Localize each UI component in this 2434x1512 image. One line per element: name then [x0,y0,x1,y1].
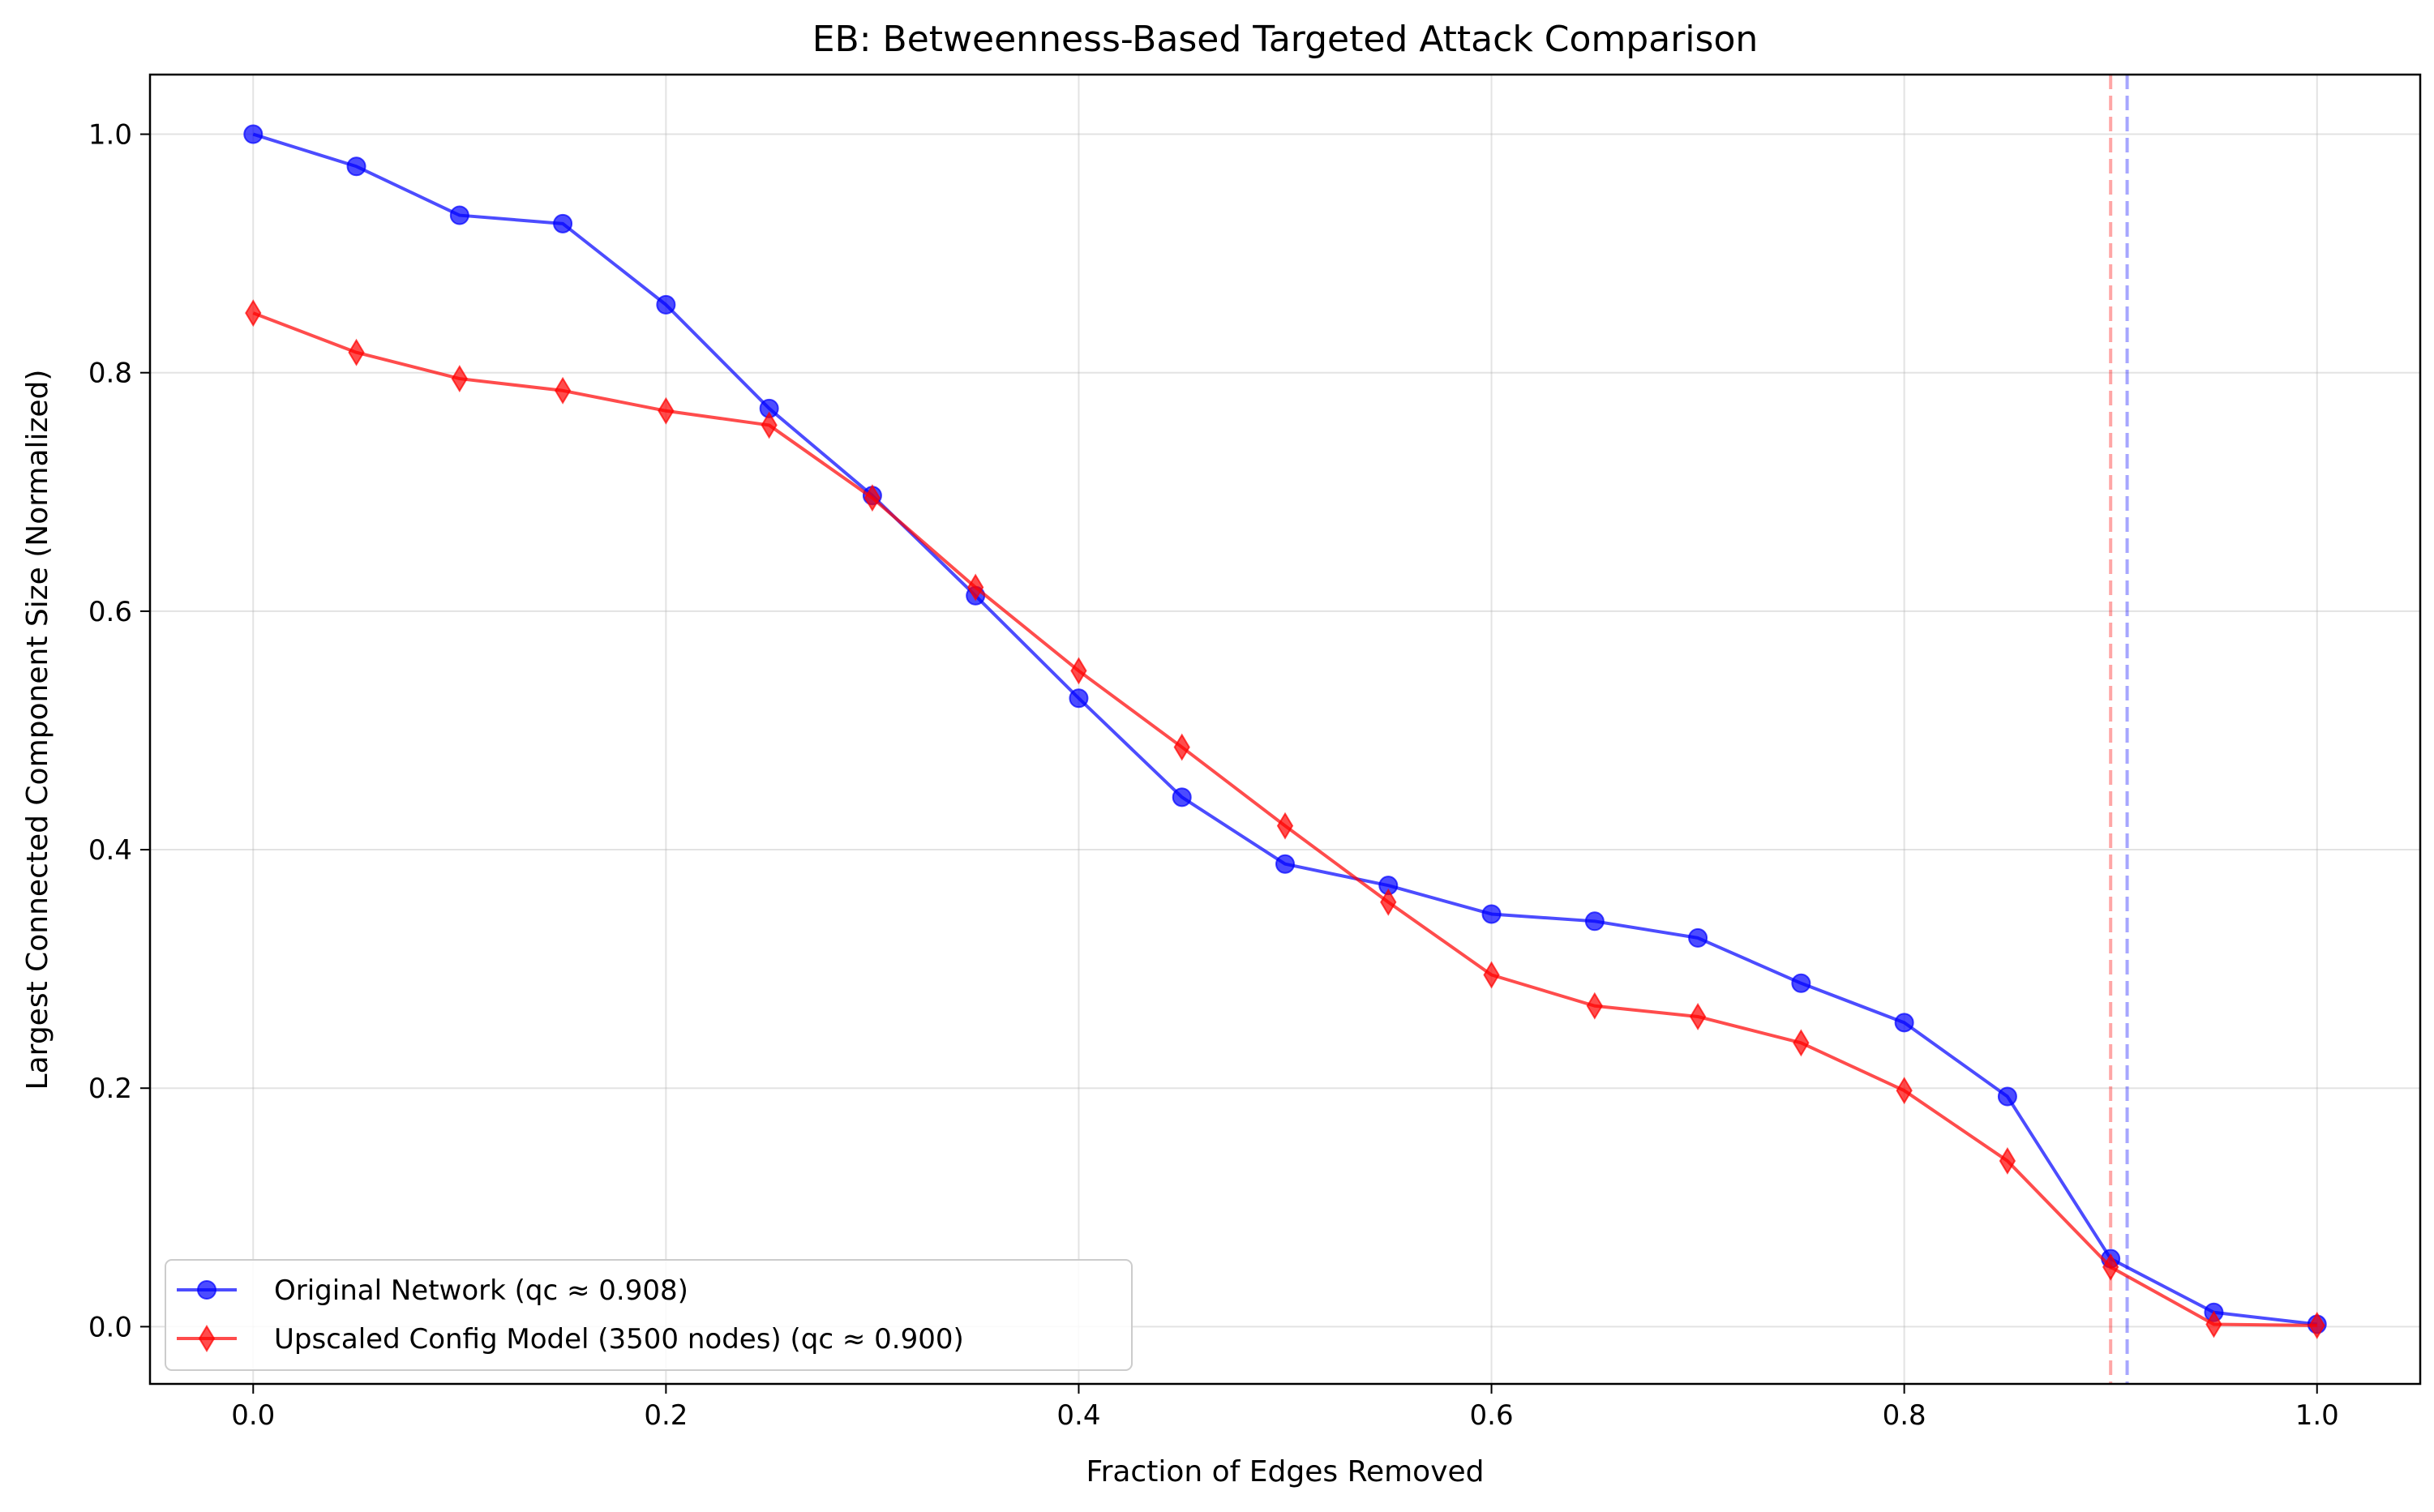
data-point [554,376,572,405]
data-point [1173,733,1190,761]
data-point [1586,992,1603,1020]
x-tick-label: 1.0 [2295,1399,2339,1432]
x-axis-label: Fraction of Edges Removed [1086,1455,1484,1488]
legend-entry: Original Network (qc ≈ 0.908) [177,1274,688,1307]
legend-marker [197,1280,216,1300]
data-point [1481,904,1502,924]
data-point [1584,911,1605,932]
x-tick-label: 0.8 [1883,1399,1926,1432]
x-tick-label: 0.4 [1056,1399,1100,1432]
data-point [1793,1029,1810,1057]
y-tick-label: 0.0 [88,1311,132,1343]
y-tick-label: 0.6 [88,596,132,628]
data-point [1997,1086,2017,1107]
data-point [1894,1013,1914,1033]
data-point [2102,1253,2119,1281]
data-point [2205,1310,2222,1339]
data-point [449,205,469,225]
legend-label: Upscaled Config Model (3500 nodes) (qc ≈… [274,1323,964,1356]
data-point [1896,1077,1913,1105]
y-tick-label: 0.4 [88,834,132,867]
data-point [1689,1003,1707,1030]
y-tick-label: 1.0 [88,119,132,152]
data-point [658,396,675,425]
series-layer [243,124,2327,1339]
data-point [245,299,262,328]
data-point [1070,657,1087,685]
data-point [863,484,881,512]
legend: Original Network (qc ≈ 0.908) Upscaled Co… [165,1259,1133,1371]
data-point [656,294,676,315]
legend-entry: Upscaled Config Model (3500 nodes) (qc ≈… [177,1323,964,1356]
data-point [1483,961,1500,989]
data-point [1688,927,1708,948]
legend-label: Original Network (qc ≈ 0.908) [274,1274,688,1307]
data-point [1069,688,1089,709]
x-tick-label: 0.0 [231,1399,275,1432]
data-point [1172,787,1192,807]
data-point [346,156,366,177]
data-point [967,573,984,602]
x-tick-label: 0.6 [1470,1399,1514,1432]
y-axis-label: Largest Connected Component Size (Normal… [21,370,54,1090]
data-point [451,365,468,393]
series-2 [245,299,2325,1339]
data-point [761,411,778,439]
legend-box [165,1259,1133,1371]
data-point [553,213,573,233]
data-point [243,124,264,144]
data-point [1275,854,1295,874]
y-tick-label: 0.8 [88,358,132,390]
data-point [1276,812,1294,840]
threshold-lines [2109,75,2129,1384]
y-tick-label: 0.2 [88,1073,132,1105]
data-point [1791,973,1811,993]
legend-marker [198,1325,216,1352]
plot-frame [148,73,2422,1386]
x-tick-label: 0.2 [644,1399,688,1432]
axis-ticks: 0.0 0.2 0.4 0.6 0.8 1.0 0.0 0.2 0.4 0.6 0.8 1.0 [88,119,2339,1432]
data-point [348,338,365,366]
data-point [1380,888,1397,916]
grid [150,75,2420,1384]
data-point [2308,1311,2325,1339]
chart-title: EB: Betweenness-Based Targeted Attack Co… [812,19,1759,60]
data-point [1999,1147,2016,1175]
